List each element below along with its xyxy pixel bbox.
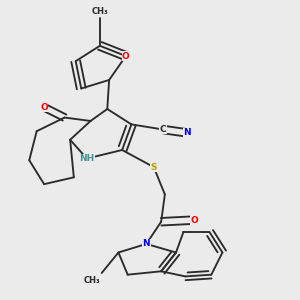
Text: CH₃: CH₃: [83, 276, 100, 285]
Text: NH: NH: [79, 154, 94, 163]
Text: CH₃: CH₃: [92, 7, 108, 16]
Text: S: S: [151, 163, 157, 172]
Text: N: N: [142, 239, 150, 248]
Text: C: C: [160, 125, 166, 134]
Text: N: N: [183, 128, 191, 137]
Text: O: O: [122, 52, 130, 61]
Text: O: O: [40, 103, 48, 112]
Text: O: O: [191, 215, 199, 224]
